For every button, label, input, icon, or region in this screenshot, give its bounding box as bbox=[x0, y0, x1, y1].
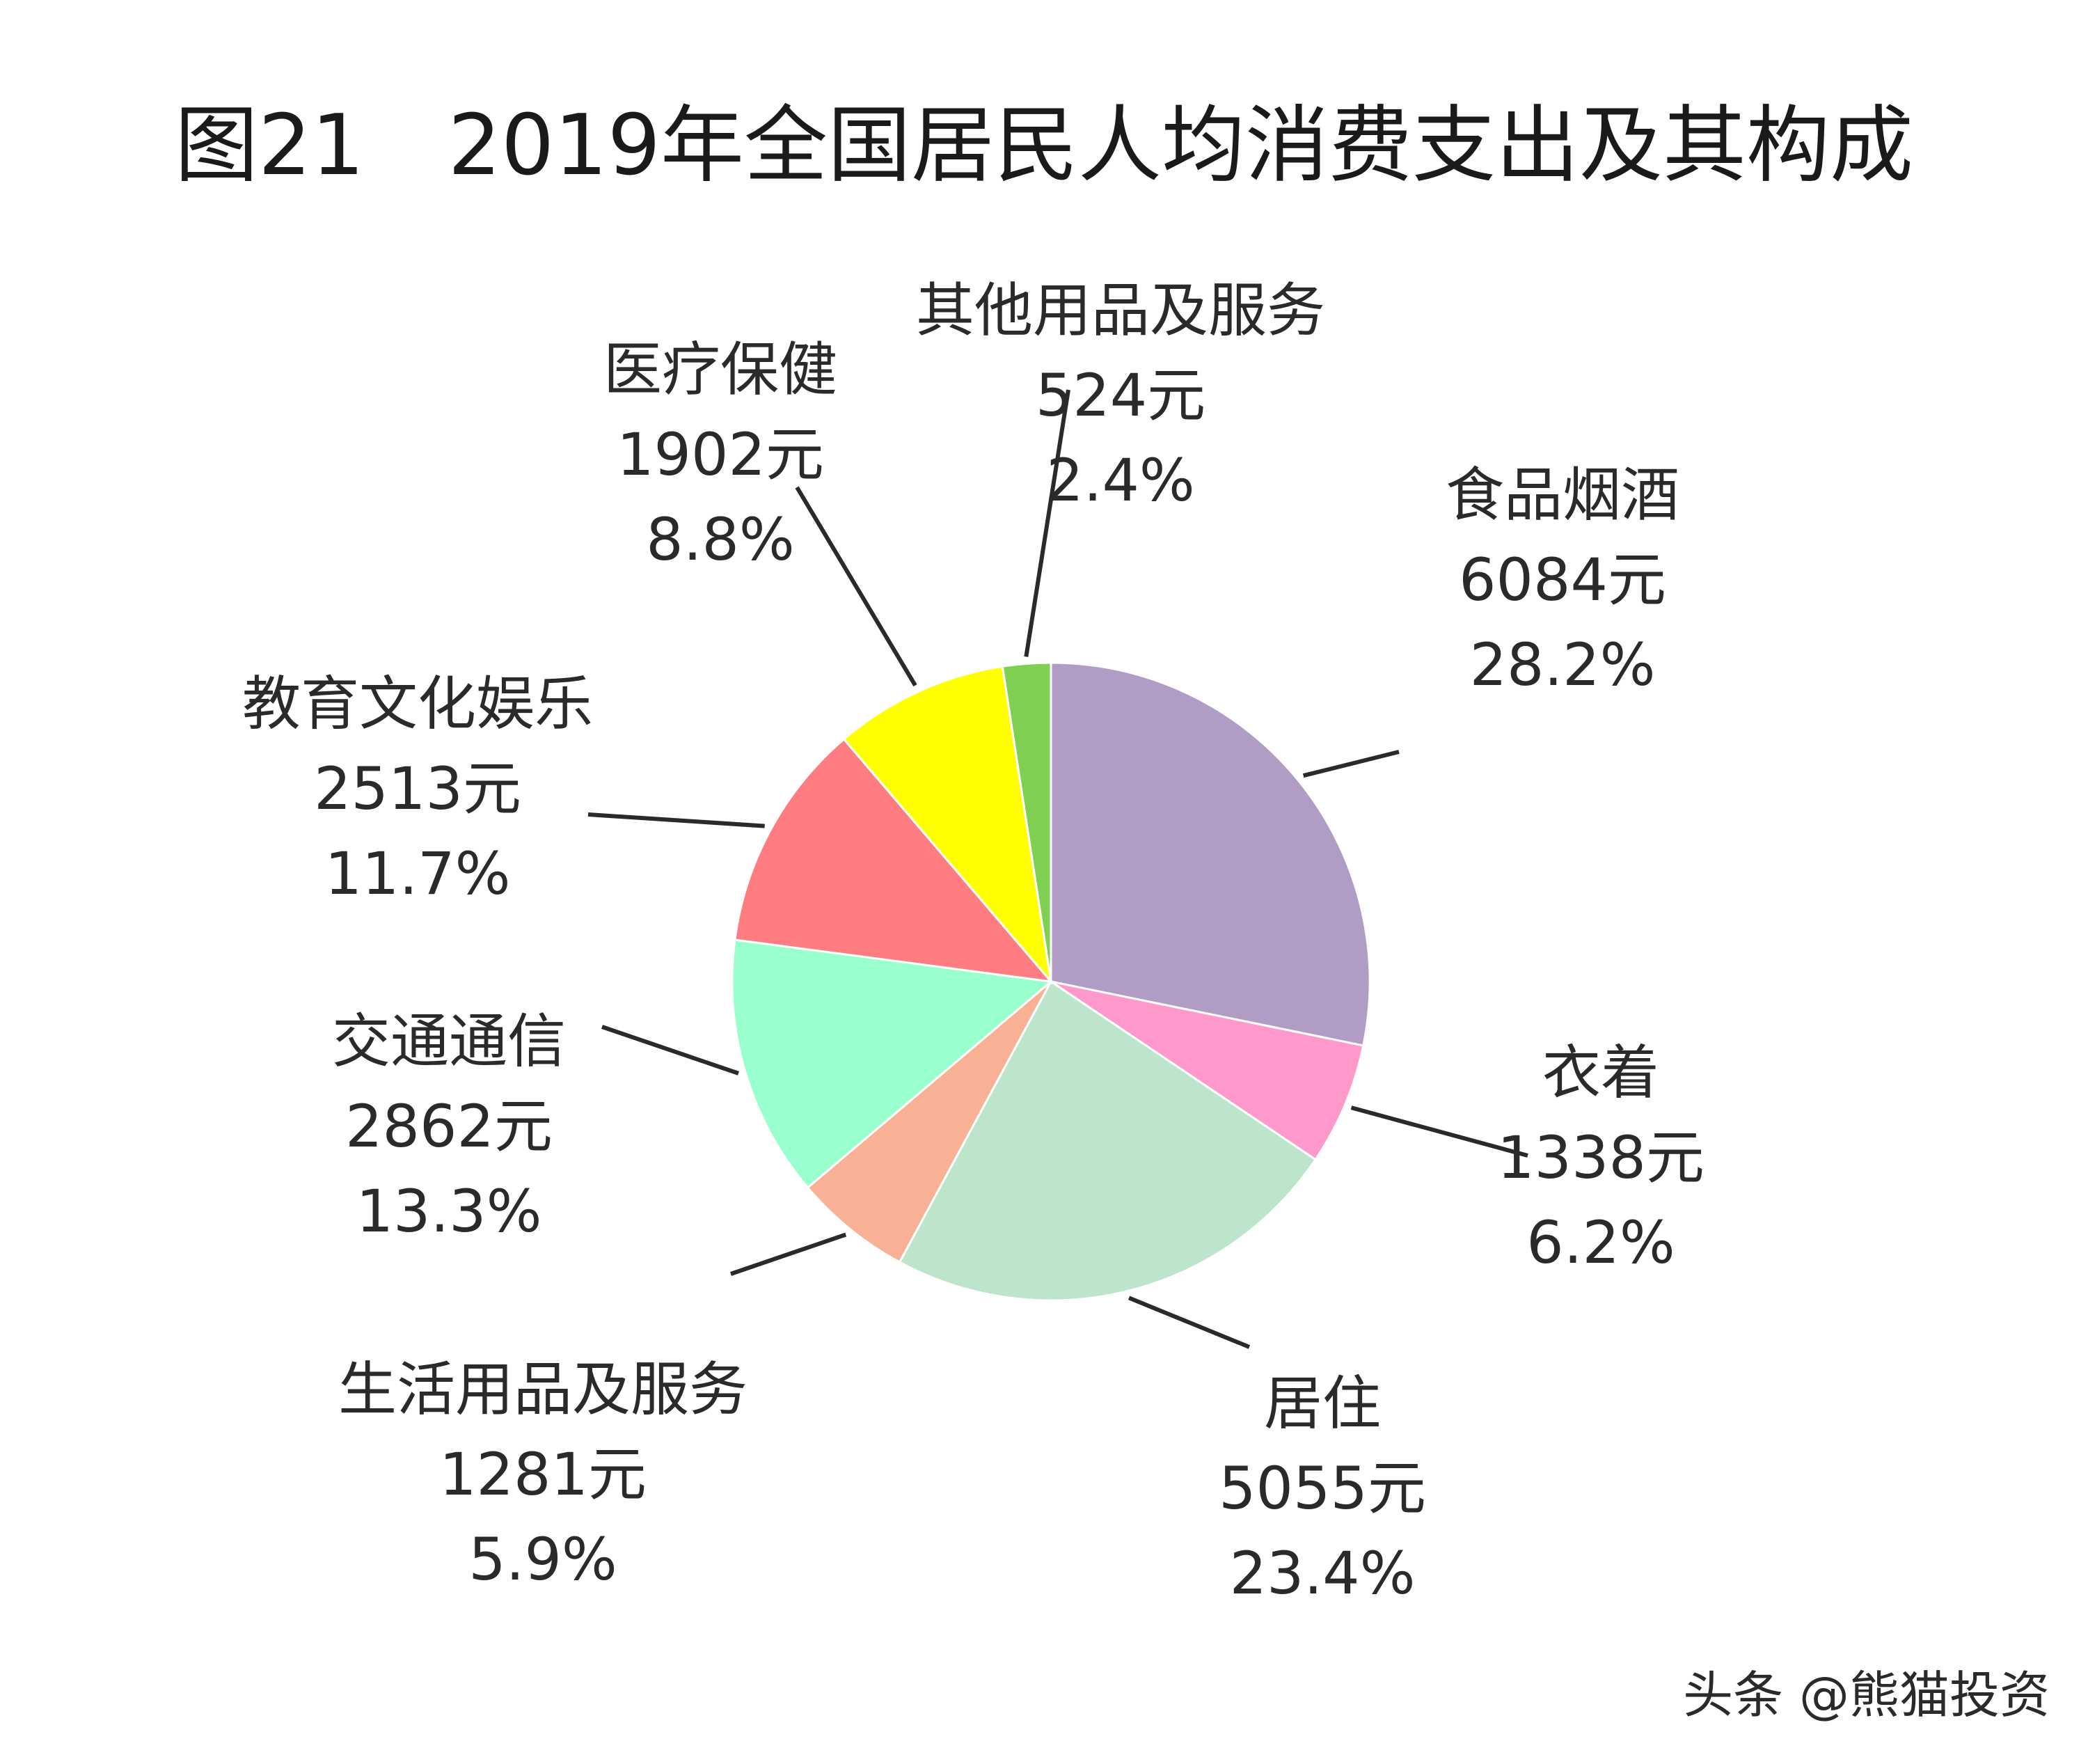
leader-line bbox=[1350, 1105, 1528, 1158]
slice-label-value: 1281元 bbox=[439, 1440, 647, 1509]
pie-slice bbox=[842, 665, 1053, 985]
leader-line bbox=[601, 1025, 739, 1076]
slice-label-percent: 11.7% bbox=[325, 840, 511, 908]
slice-label-percent: 23.4% bbox=[1230, 1539, 1416, 1607]
pie-slices bbox=[731, 661, 1371, 1302]
slice-label-percent: 5.9% bbox=[468, 1525, 617, 1593]
pie-slice bbox=[1050, 980, 1365, 1161]
chart-title: 图21 2019年全国居民人均消费支出及其构成 bbox=[175, 97, 1913, 194]
leader-line bbox=[587, 812, 765, 828]
pie-slice bbox=[806, 980, 1052, 1264]
pie-slice bbox=[731, 938, 1054, 1190]
slice-label-value: 1338元 bbox=[1497, 1124, 1705, 1192]
slice-label-value: 2513元 bbox=[314, 755, 521, 823]
slice-label-value: 6084元 bbox=[1459, 546, 1666, 614]
slice-label-value: 2862元 bbox=[345, 1092, 553, 1160]
slice-label-name: 交通通信 bbox=[332, 1007, 566, 1076]
leader-line bbox=[1024, 389, 1070, 657]
pie-slice bbox=[1001, 661, 1052, 982]
leader-line bbox=[795, 486, 917, 687]
slice-label-percent: 28.2% bbox=[1470, 631, 1656, 699]
slice-label-value: 1902元 bbox=[617, 420, 824, 489]
slice-label-percent: 8.8% bbox=[646, 505, 794, 574]
slice-label-name: 食品烟酒 bbox=[1446, 461, 1679, 529]
leader-line bbox=[730, 1232, 847, 1276]
slice-label-value: 524元 bbox=[1036, 361, 1205, 430]
pie-slice bbox=[898, 979, 1318, 1302]
slice-label-percent: 6.2% bbox=[1526, 1208, 1675, 1277]
slice-label-name: 其他用品及服务 bbox=[916, 276, 1325, 345]
slice-label-name: 医疗保健 bbox=[603, 336, 837, 404]
watermark-text: 头条 @熊猫投资 bbox=[1683, 1666, 2050, 1724]
slice-label-name: 教育文化娱乐 bbox=[242, 670, 593, 738]
slice-label-name: 居住 bbox=[1264, 1369, 1381, 1438]
slice-label-value: 5055元 bbox=[1219, 1454, 1426, 1522]
pie-slice bbox=[734, 737, 1054, 983]
slice-label-percent: 2.4% bbox=[1046, 446, 1194, 514]
slice-label-name: 生活用品及服务 bbox=[338, 1355, 748, 1424]
pie-slice bbox=[1050, 661, 1371, 1047]
leader-line bbox=[1128, 1296, 1251, 1349]
slice-labels: 食品烟酒 6084元 28.2% 衣着 1338元 6.2% 居住 5055元 23.4% 生活用… bbox=[242, 276, 1705, 1607]
slice-label-name: 衣着 bbox=[1542, 1039, 1659, 1107]
leader-lines bbox=[587, 389, 1528, 1349]
leader-line bbox=[1302, 750, 1400, 778]
slice-label-percent: 13.3% bbox=[356, 1177, 542, 1245]
